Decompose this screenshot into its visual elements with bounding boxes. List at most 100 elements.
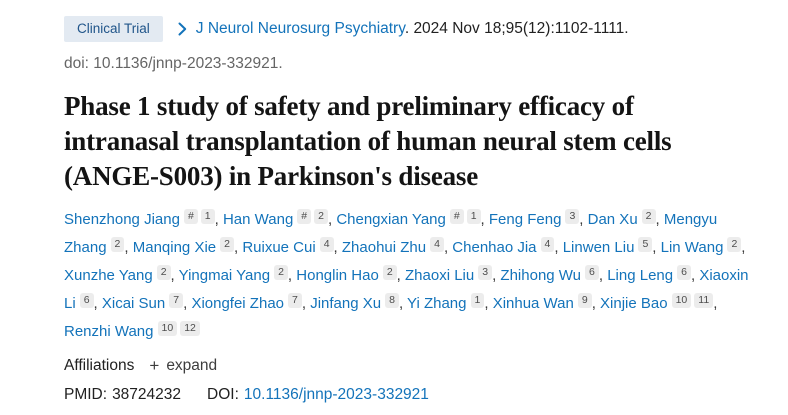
author: Xinhua Wan 9: [492, 292, 592, 312]
author: Honglin Hao 2: [296, 264, 397, 284]
author-link[interactable]: Xicai Sun: [101, 294, 166, 312]
author: Zhaohui Zhu 4: [341, 236, 444, 256]
author-link[interactable]: Chenhao Jia: [452, 238, 537, 256]
author-link[interactable]: Han Wang: [222, 210, 294, 228]
chevron-right-icon: [178, 22, 187, 36]
affiliation-number[interactable]: 3: [565, 208, 580, 224]
affiliation-number[interactable]: 7: [169, 292, 184, 308]
author-link[interactable]: Xinjie Bao: [600, 294, 668, 312]
affiliation-number[interactable]: 2: [641, 208, 656, 224]
author-link[interactable]: Shenzhong Jiang: [64, 210, 180, 228]
author: Lin Wang 2: [660, 236, 742, 256]
author: Linwen Liu 5: [562, 236, 653, 256]
author: Yingmai Yang 2: [178, 264, 288, 284]
author: Renzhi Wang 10 12: [64, 320, 200, 340]
affiliation-number[interactable]: 11: [694, 292, 714, 308]
author: Feng Feng 3: [488, 208, 580, 228]
author: Zhaoxi Liu 3: [405, 264, 493, 284]
affiliation-number[interactable]: 12: [180, 320, 200, 336]
author-link[interactable]: Renzhi Wang: [64, 322, 154, 340]
affiliation-number[interactable]: 6: [677, 264, 691, 280]
author: Ling Leng 6: [607, 264, 691, 284]
author: Zhihong Wu 6: [500, 264, 599, 284]
author-link[interactable]: Dan Xu: [587, 210, 638, 228]
journal-link[interactable]: J Neurol Neurosurg Psychiatry: [195, 19, 405, 37]
affiliation-number[interactable]: 1: [200, 208, 215, 224]
author-link[interactable]: Zhaoxi Liu: [405, 266, 475, 284]
author: Chenhao Jia 4: [452, 236, 555, 256]
affiliations-row: Affiliations + expand: [64, 357, 764, 375]
doi-link[interactable]: 10.1136/jnnp-2023-332921: [243, 385, 429, 403]
expand-label: expand: [166, 356, 218, 374]
author-link[interactable]: Jinfang Xu: [310, 294, 382, 312]
author-list: Shenzhong Jiang #1, Han Wang #2, Chengxian…: [64, 208, 749, 340]
author: Yi Zhang 1: [407, 292, 485, 312]
author: Xicai Sun 7: [101, 292, 184, 312]
citation-details: . 2024 Nov 18;95(12):1102-1111.: [404, 19, 629, 37]
author: Chengxian Yang #1: [336, 208, 481, 228]
affiliation-number[interactable]: 4: [540, 236, 555, 252]
author-link[interactable]: Xiongfei Zhao: [191, 294, 285, 312]
affiliation-number[interactable]: 10: [671, 292, 692, 308]
author-link[interactable]: Feng Feng: [488, 210, 562, 228]
equal-contribution-marker[interactable]: #: [449, 208, 464, 224]
equal-contribution-marker[interactable]: #: [183, 208, 198, 224]
affiliation-number[interactable]: 9: [577, 292, 592, 308]
equal-contribution-marker[interactable]: #: [297, 208, 312, 224]
author-link[interactable]: Manqing Xie: [132, 238, 217, 256]
author-link[interactable]: Xinhua Wan: [492, 294, 574, 312]
author-link[interactable]: Xiaoxin Li: [64, 266, 749, 312]
author: Xiongfei Zhao 7: [191, 292, 302, 312]
author-link[interactable]: Honglin Hao: [296, 266, 379, 284]
pmid-value: 38724232: [112, 385, 182, 403]
affiliation-number[interactable]: 4: [430, 236, 444, 252]
author-link[interactable]: Yi Zhang: [407, 294, 467, 312]
author-link[interactable]: Linwen Liu: [562, 238, 635, 256]
journal-citation: J Neurol Neurosurg Psychiatry. 2024 Nov …: [196, 20, 629, 38]
affiliation-number[interactable]: 2: [220, 236, 234, 252]
pmid-group: PMID: 38724232: [64, 386, 181, 404]
affiliation-number[interactable]: 8: [385, 292, 399, 308]
author: Xiaoxin Li 6: [64, 267, 749, 312]
author: Xunzhe Yang 2: [64, 264, 171, 284]
affiliation-number[interactable]: 2: [274, 264, 288, 280]
affiliation-number[interactable]: 7: [288, 292, 302, 308]
affiliation-number[interactable]: 1: [466, 208, 481, 224]
author: Manqing Xie 2: [132, 236, 234, 256]
author: Dan Xu 2: [587, 208, 656, 228]
affiliation-number[interactable]: 2: [314, 208, 328, 224]
affiliation-number[interactable]: 5: [638, 236, 653, 252]
affiliation-number[interactable]: 2: [110, 236, 125, 252]
author: Han Wang #2: [222, 208, 328, 228]
author-link[interactable]: Chengxian Yang: [336, 210, 446, 228]
author-link[interactable]: Lin Wang: [660, 238, 724, 256]
affiliation-number[interactable]: 6: [79, 292, 94, 308]
author-link[interactable]: Xunzhe Yang: [64, 266, 153, 284]
publication-row: Clinical Trial J Neurol Neurosurg Psychi…: [64, 16, 764, 42]
author-link[interactable]: Ruixue Cui: [242, 238, 316, 256]
pmid-label: PMID:: [64, 385, 108, 403]
author-link[interactable]: Ling Leng: [607, 266, 674, 284]
author-link[interactable]: Zhihong Wu: [500, 266, 582, 284]
publication-type-badge: Clinical Trial: [64, 16, 163, 42]
plus-icon: +: [149, 356, 160, 375]
affiliation-number[interactable]: 2: [156, 264, 171, 280]
author-link[interactable]: Zhaohui Zhu: [341, 238, 427, 256]
affiliations-label: Affiliations: [64, 356, 135, 374]
identifiers-row: PMID: 38724232 DOI: 10.1136/jnnp-2023-3329…: [64, 386, 764, 404]
affiliation-number[interactable]: 1: [470, 292, 485, 308]
affiliation-number[interactable]: 2: [382, 264, 397, 280]
doi-label: DOI:: [207, 385, 239, 403]
doi-line: doi: 10.1136/jnnp-2023-332921.: [64, 54, 283, 72]
affiliation-number[interactable]: 4: [319, 236, 334, 252]
author-link[interactable]: Mengyu Zhang: [64, 210, 718, 256]
expand-affiliations-button[interactable]: + expand: [149, 357, 217, 375]
author: Ruixue Cui 4: [242, 236, 334, 256]
article-title: Phase 1 study of safety and preliminary …: [64, 90, 672, 191]
affiliation-number[interactable]: 3: [478, 264, 493, 280]
affiliation-number[interactable]: 6: [585, 264, 599, 280]
affiliation-number[interactable]: 2: [727, 236, 742, 252]
article-citation-header: Clinical Trial J Neurol Neurosurg Psychi…: [64, 16, 764, 404]
author-link[interactable]: Yingmai Yang: [178, 266, 271, 284]
affiliation-number[interactable]: 10: [157, 320, 178, 336]
